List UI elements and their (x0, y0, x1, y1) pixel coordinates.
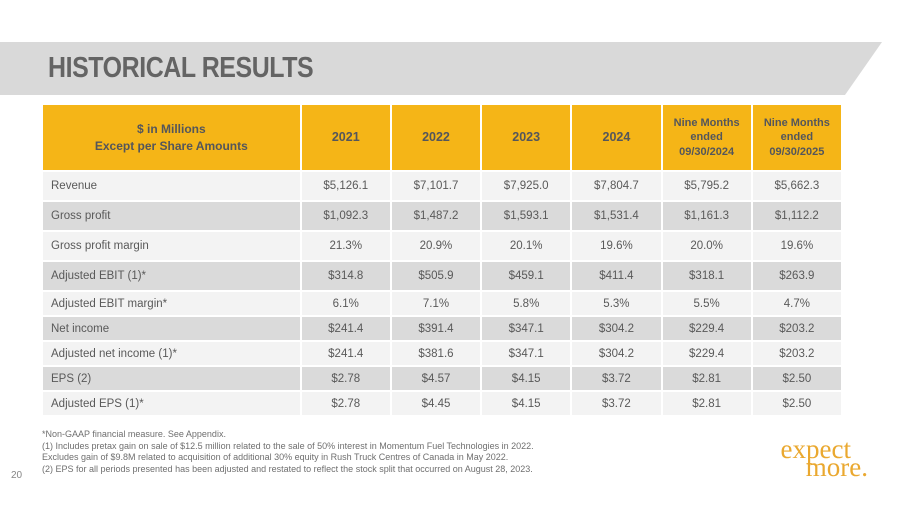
table-cell: $3.72 (572, 392, 661, 415)
table-cell: $304.2 (572, 342, 661, 365)
table-cell: $7,101.7 (391, 172, 481, 200)
table-cell: $203.2 (752, 342, 841, 365)
table-row-eps: EPS (2) $2.78 $4.57 $4.15 $3.72 $2.81 $2… (43, 367, 841, 390)
table-cell: $1,112.2 (752, 202, 841, 230)
row-label: Adjusted net income (1)* (43, 342, 300, 365)
table-cell: $1,161.3 (662, 202, 751, 230)
table-cell: $1,092.3 (301, 202, 390, 230)
table-cell: 19.6% (572, 232, 661, 260)
row-label: Revenue (43, 172, 300, 200)
row-label: Adjusted EBIT (1)* (43, 262, 300, 290)
table-cell: $241.4 (301, 342, 390, 365)
table-header-row: $ in Millions Except per Share Amounts 2… (43, 105, 841, 170)
table-row-net-income: Net income $241.4 $391.4 $347.1 $304.2 $… (43, 317, 841, 340)
table-row-adjusted-ebit: Adjusted EBIT (1)* $314.8 $505.9 $459.1 … (43, 262, 841, 290)
table-cell: $5,662.3 (752, 172, 841, 200)
table-cell: $5,126.1 (301, 172, 390, 200)
table-cell: $505.9 (391, 262, 481, 290)
table-cell: $314.8 (301, 262, 390, 290)
table-cell: $2.81 (662, 392, 751, 415)
table-cell: $347.1 (482, 317, 571, 340)
table-cell: 20.0% (662, 232, 751, 260)
table-cell: $2.81 (662, 367, 751, 390)
table-cell: $229.4 (662, 317, 751, 340)
column-header-nine-months-2025: Nine Months ended 09/30/2025 (752, 105, 841, 170)
expect-more-logo: expect more. (748, 436, 868, 482)
table-cell: 6.1% (301, 292, 390, 315)
table-cell: $7,925.0 (482, 172, 571, 200)
table-row-revenue: Revenue $5,126.1 $7,101.7 $7,925.0 $7,80… (43, 172, 841, 200)
table-cell: $2.50 (752, 367, 841, 390)
table-cell: 7.1% (391, 292, 481, 315)
table-cell: 20.9% (391, 232, 481, 260)
table-cell: $4.45 (391, 392, 481, 415)
column-header-2022: 2022 (391, 105, 481, 170)
footnote-2: (2) EPS for all periods presented has be… (42, 463, 533, 474)
table-cell: $263.9 (752, 262, 841, 290)
row-label: Adjusted EPS (1)* (43, 392, 300, 415)
table-cell: $4.57 (391, 367, 481, 390)
row-label: Net income (43, 317, 300, 340)
table-cell: 5.5% (662, 292, 751, 315)
historical-results-table: $ in Millions Except per Share Amounts 2… (41, 103, 843, 417)
table-cell: 5.8% (482, 292, 571, 315)
table-cell: $4.15 (482, 392, 571, 415)
table-cell: $411.4 (572, 262, 661, 290)
table-cell: $241.4 (301, 317, 390, 340)
table-cell: $1,487.2 (391, 202, 481, 230)
footnote-1: (1) Includes pretax gain on sale of $12.… (42, 440, 534, 451)
table-cell: 19.6% (752, 232, 841, 260)
row-label: EPS (2) (43, 367, 300, 390)
table-row-adjusted-ebit-margin: Adjusted EBIT margin* 6.1% 7.1% 5.8% 5.3… (43, 292, 841, 315)
table-cell: $1,531.4 (572, 202, 661, 230)
table-cell: 21.3% (301, 232, 390, 260)
column-header-2021: 2021 (301, 105, 390, 170)
page-title: HISTORICAL RESULTS (48, 52, 314, 84)
table-cell: $304.2 (572, 317, 661, 340)
table-cell: $203.2 (752, 317, 841, 340)
page-number: 20 (11, 470, 23, 481)
table-cell: $3.72 (572, 367, 661, 390)
footnote-non-gaap: *Non-GAAP financial measure. See Appendi… (42, 429, 226, 439)
corner-header-cell: $ in Millions Except per Share Amounts (43, 105, 300, 170)
row-label: Adjusted EBIT margin* (43, 292, 300, 315)
table-cell: $2.50 (752, 392, 841, 415)
table-cell: $4.15 (482, 367, 571, 390)
table-row-gross-profit-margin: Gross profit margin 21.3% 20.9% 20.1% 19… (43, 232, 841, 260)
table-row-adjusted-net-income: Adjusted net income (1)* $241.4 $381.6 $… (43, 342, 841, 365)
title-banner: HISTORICAL RESULTS (0, 42, 882, 95)
row-label: Gross profit margin (43, 232, 300, 260)
row-label: Gross profit (43, 202, 300, 230)
table-cell: $347.1 (482, 342, 571, 365)
column-header-2023: 2023 (482, 105, 571, 170)
column-header-2024: 2024 (572, 105, 661, 170)
table-cell: 20.1% (482, 232, 571, 260)
table-cell: 4.7% (752, 292, 841, 315)
table-cell: $459.1 (482, 262, 571, 290)
table-body: Revenue $5,126.1 $7,101.7 $7,925.0 $7,80… (43, 172, 841, 415)
table-row-adjusted-eps: Adjusted EPS (1)* $2.78 $4.45 $4.15 $3.7… (43, 392, 841, 415)
table-cell: $391.4 (391, 317, 481, 340)
table-header: $ in Millions Except per Share Amounts 2… (43, 105, 841, 170)
logo-line-more: more. (805, 452, 868, 482)
table-cell: 5.3% (572, 292, 661, 315)
footnote-1-continued: Excludes gain of $9.8M related to acquis… (42, 452, 509, 462)
table-cell: $2.78 (301, 367, 390, 390)
table-cell: $229.4 (662, 342, 751, 365)
table-cell: $7,804.7 (572, 172, 661, 200)
footnotes: *Non-GAAP financial measure. See Appendi… (42, 429, 534, 475)
table-cell: $5,795.2 (662, 172, 751, 200)
table-cell: $381.6 (391, 342, 481, 365)
table-cell: $2.78 (301, 392, 390, 415)
table-row-gross-profit: Gross profit $1,092.3 $1,487.2 $1,593.1 … (43, 202, 841, 230)
table-cell: $1,593.1 (482, 202, 571, 230)
table-cell: $318.1 (662, 262, 751, 290)
column-header-nine-months-2024: Nine Months ended 09/30/2024 (662, 105, 751, 170)
